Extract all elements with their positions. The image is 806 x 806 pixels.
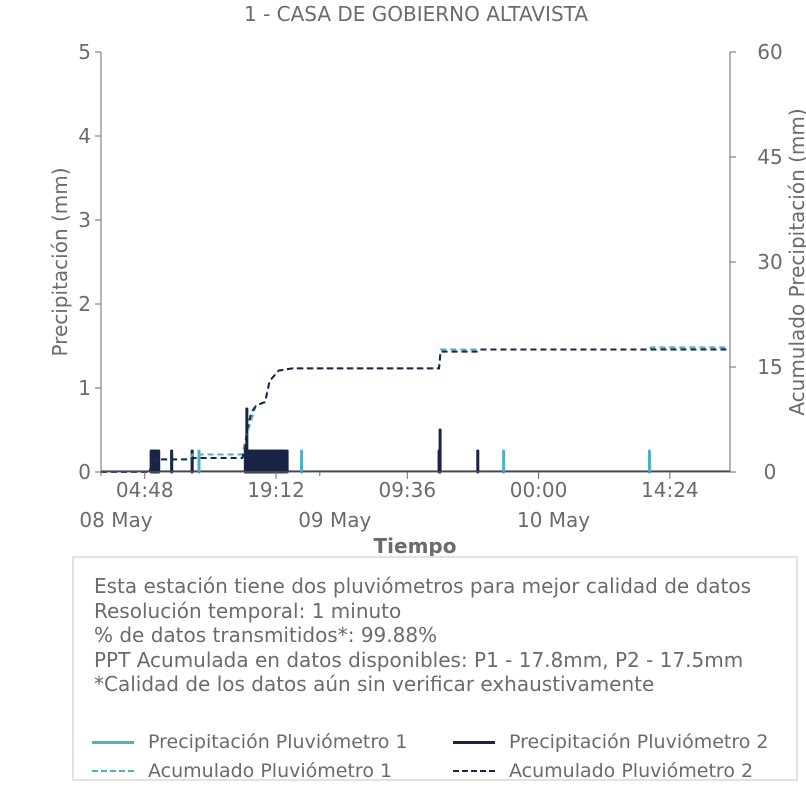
y-axis-label: Precipitación (mm) <box>48 167 72 356</box>
x-tick-label: 14:24 <box>641 478 699 502</box>
plot-area <box>101 346 730 474</box>
y-tick-label: 1 <box>78 376 91 400</box>
x-date-label: 08 May <box>79 508 152 532</box>
x-tick-label: 00:00 <box>510 478 568 502</box>
legend-label: Acumulado Pluviómetro 1 <box>148 760 393 782</box>
legend-item-precip-p1: Precipitación Pluviómetro 1 <box>92 730 408 754</box>
info-line-resolution: Resolución temporal: 1 minuto <box>94 598 402 623</box>
cumulative-line-2 <box>101 348 730 473</box>
legend-swatch-solid <box>92 740 134 744</box>
legend-item-acum-p1: Acumulado Pluviómetro 1 <box>92 759 392 783</box>
y-tick-label: 5 <box>78 40 91 64</box>
y-tick-label: 3 <box>78 208 91 232</box>
x-tick-label: 04:48 <box>116 478 174 502</box>
chart-title: 1 - CASA DE GOBIERNO ALTAVISTA <box>244 2 588 26</box>
y-tick-label: 4 <box>78 124 91 148</box>
y2-tick-label: 30 <box>757 250 782 274</box>
legend-swatch-solid <box>453 740 495 744</box>
info-line-quality: *Calidad de los datos aún sin verificar … <box>94 672 655 696</box>
x-tick-label: 19:12 <box>247 478 305 502</box>
legend-label: Acumulado Pluviómetro 2 <box>509 760 754 782</box>
x-date-label: 10 May <box>517 508 590 532</box>
y2-tick-label: 15 <box>757 355 782 379</box>
x-tick-label: 09:36 <box>378 478 436 502</box>
legend-label: Precipitación Pluviómetro 2 <box>509 731 769 753</box>
cumulative-line-1 <box>101 346 730 473</box>
rainfall-chart: 1 - CASA DE GOBIERNO ALTAVISTA 012345015… <box>48 2 806 558</box>
info-line-stations: Esta estación tiene dos pluviómetros par… <box>94 574 752 598</box>
y2-axis-label: Acumulado Precipitación (mm) <box>785 108 806 415</box>
y2-tick-label: 60 <box>757 40 782 64</box>
x-date-label: 09 May <box>298 508 371 532</box>
y-tick-label: 0 <box>78 460 91 484</box>
legend-item-precip-p2: Precipitación Pluviómetro 2 <box>453 730 769 754</box>
info-line-transmitted: % de datos transmitidos*: 99.88% <box>94 623 438 647</box>
y2-tick-label: 45 <box>757 145 782 169</box>
info-line-accumulated: PPT Acumulada en datos disponibles: P1 -… <box>94 647 744 672</box>
info-box: Esta estación tiene dos pluviómetros par… <box>72 556 798 783</box>
y-tick-label: 2 <box>78 292 91 316</box>
legend-swatch-dashed <box>92 770 134 772</box>
legend-item-acum-p2: Acumulado Pluviómetro 2 <box>453 759 753 783</box>
info-lines: Esta estación tiene dos pluviómetros par… <box>94 574 751 697</box>
legend-label: Precipitación Pluviómetro 1 <box>148 731 408 753</box>
legend-swatch-dashed <box>453 770 495 772</box>
x-axis-label: Tiempo <box>374 534 457 558</box>
y2-tick-label: 0 <box>764 460 777 484</box>
